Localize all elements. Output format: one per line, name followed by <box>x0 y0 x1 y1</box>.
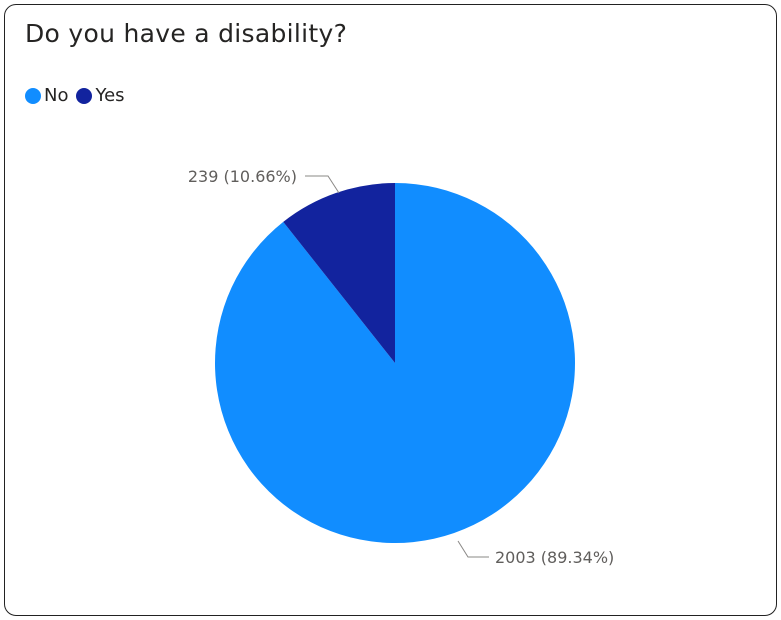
chart-title: Do you have a disability? <box>25 19 348 48</box>
leader-line-no <box>457 540 489 558</box>
legend-item-yes[interactable]: Yes <box>76 85 125 106</box>
legend-swatch-yes <box>76 87 93 104</box>
legend-item-no[interactable]: No <box>25 85 68 106</box>
pie-slice-yes[interactable] <box>283 183 395 363</box>
data-label-no: 2003 (89.34%) <box>495 548 614 567</box>
data-label-yes: 239 (10.66%) <box>188 167 297 186</box>
leader-line-yes <box>305 175 340 194</box>
legend-swatch-no <box>25 87 41 104</box>
legend-label-yes: Yes <box>95 85 125 106</box>
pie-chart: 239 (10.66%) 2003 (89.34%) <box>188 167 614 567</box>
chart-legend[interactable]: No Yes <box>25 85 133 106</box>
legend-label-no: No <box>44 85 69 106</box>
chart-card: Do you have a disability? No Yes 239 (10… <box>4 4 777 616</box>
